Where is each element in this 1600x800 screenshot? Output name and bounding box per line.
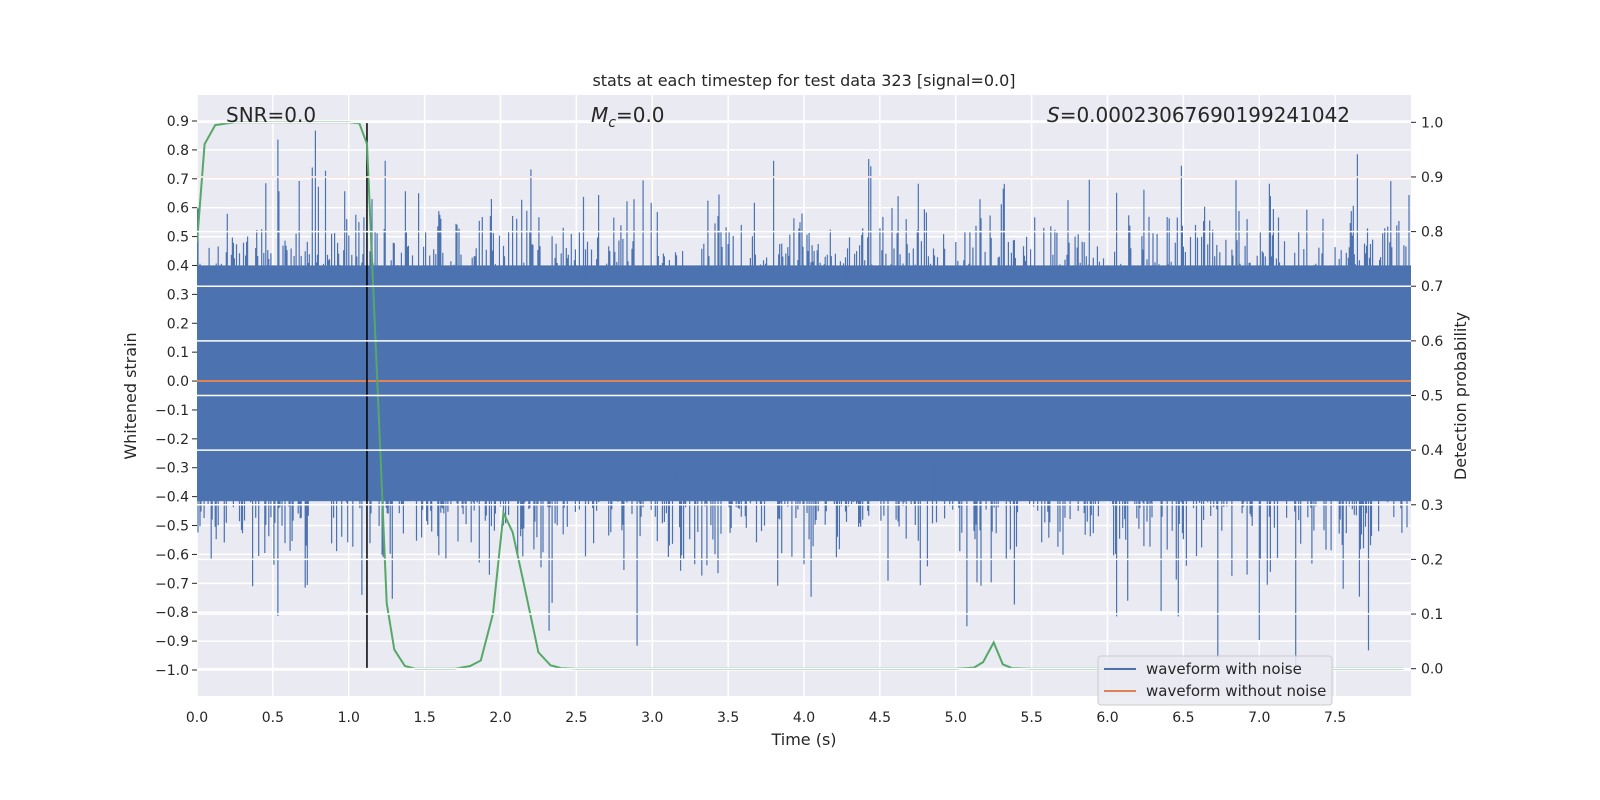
y2-tick-label: 0.3 bbox=[1421, 498, 1443, 514]
y-tick-label: 0.8 bbox=[167, 143, 189, 159]
legend-noise-label: waveform with noise bbox=[1146, 660, 1302, 678]
y-tick-label: −0.5 bbox=[155, 519, 189, 535]
x-tick-label: 5.5 bbox=[1020, 710, 1042, 726]
y-tick-label: 0.7 bbox=[167, 172, 189, 188]
legend: waveform with noise waveform without noi… bbox=[1097, 655, 1333, 706]
x-tick-label: 6.5 bbox=[1172, 710, 1194, 726]
mc-value: =0.0 bbox=[616, 103, 665, 127]
y-tick-label: −0.1 bbox=[155, 403, 189, 419]
y-tick-label: −0.9 bbox=[155, 634, 189, 650]
x-axis-label: Time (s) bbox=[770, 730, 836, 749]
y-tick-label: 0.1 bbox=[167, 345, 189, 361]
y-axis-ticks: 0.9 0.8 0.7 0.6 0.5 0.4 0.3 0.2 0.1 0.0 −0.1 −0.2 −0… bbox=[155, 114, 197, 679]
y2-tick-label: 0.6 bbox=[1421, 334, 1443, 350]
y2-tick-label: 0.5 bbox=[1421, 389, 1443, 405]
y2-tick-label: 0.2 bbox=[1421, 552, 1443, 568]
y-tick-label: 0.9 bbox=[167, 114, 189, 130]
y-axis-label: Whitened strain bbox=[121, 332, 140, 459]
x-tick-label: 4.5 bbox=[869, 710, 891, 726]
chart-title: stats at each timestep for test data 323… bbox=[592, 71, 1015, 90]
x-tick-label: 7.0 bbox=[1248, 710, 1270, 726]
x-tick-label: 2.0 bbox=[489, 710, 511, 726]
mc-symbol: M bbox=[591, 103, 608, 127]
x-tick-label: 2.5 bbox=[565, 710, 587, 726]
x-tick-label: 0.5 bbox=[262, 710, 284, 726]
y2-tick-label: 1.0 bbox=[1421, 115, 1443, 131]
y2-tick-label: 0.4 bbox=[1421, 443, 1443, 459]
x-tick-label: 1.5 bbox=[413, 710, 435, 726]
y-tick-label: −0.4 bbox=[155, 490, 189, 506]
x-tick-label: 6.0 bbox=[1096, 710, 1118, 726]
y-tick-label: 0.2 bbox=[167, 316, 189, 332]
y2-tick-label: 0.7 bbox=[1421, 279, 1443, 295]
y-tick-label: −0.7 bbox=[155, 576, 189, 592]
y2-tick-label: 0.0 bbox=[1421, 662, 1443, 678]
x-tick-label: 7.5 bbox=[1324, 710, 1346, 726]
y-tick-label: −1.0 bbox=[155, 663, 189, 679]
x-tick-label: 3.5 bbox=[717, 710, 739, 726]
y2-axis-ticks: 1.0 0.9 0.8 0.7 0.6 0.5 0.4 0.3 0.2 0.1 0.0 bbox=[1411, 115, 1443, 678]
legend-box bbox=[1097, 655, 1333, 706]
mc-subscript: c bbox=[608, 115, 616, 131]
x-tick-label: 3.0 bbox=[641, 710, 663, 726]
mc-annotation: Mc=0.0 bbox=[591, 103, 665, 131]
plot-area bbox=[197, 121, 1411, 670]
legend-clean-label: waveform without noise bbox=[1146, 682, 1326, 700]
y-tick-label: 0.6 bbox=[167, 201, 189, 217]
y-tick-label: −0.6 bbox=[155, 547, 189, 563]
y2-tick-label: 0.1 bbox=[1421, 607, 1443, 623]
x-tick-label: 5.0 bbox=[945, 710, 967, 726]
y-tick-label: 0.5 bbox=[167, 230, 189, 246]
y-tick-label: −0.8 bbox=[155, 605, 189, 621]
s-annotation: S=0.00023067690199241042 bbox=[1047, 103, 1350, 127]
x-tick-label: 0.0 bbox=[186, 710, 208, 726]
x-tick-label: 1.0 bbox=[338, 710, 360, 726]
x-tick-label: 4.0 bbox=[793, 710, 815, 726]
y-tick-label: 0.3 bbox=[167, 287, 189, 303]
s-value: =0.00023067690199241042 bbox=[1060, 103, 1350, 127]
y-tick-label: 0.4 bbox=[167, 258, 189, 274]
y-tick-label: −0.3 bbox=[155, 461, 189, 477]
s-symbol: S bbox=[1047, 103, 1060, 127]
y2-axis-label: Detection probability bbox=[1451, 312, 1470, 480]
snr-annotation: SNR=0.0 bbox=[226, 103, 316, 127]
y-tick-label: −0.2 bbox=[155, 432, 189, 448]
y-tick-label: 0.0 bbox=[167, 374, 189, 390]
y2-tick-label: 0.8 bbox=[1421, 225, 1443, 241]
x-axis-ticks: 0.0 0.5 1.0 1.5 2.0 2.5 3.0 3.5 4.0 4.5 5.0 5.5 6.0 6… bbox=[186, 710, 1346, 726]
y2-tick-label: 0.9 bbox=[1421, 170, 1443, 186]
